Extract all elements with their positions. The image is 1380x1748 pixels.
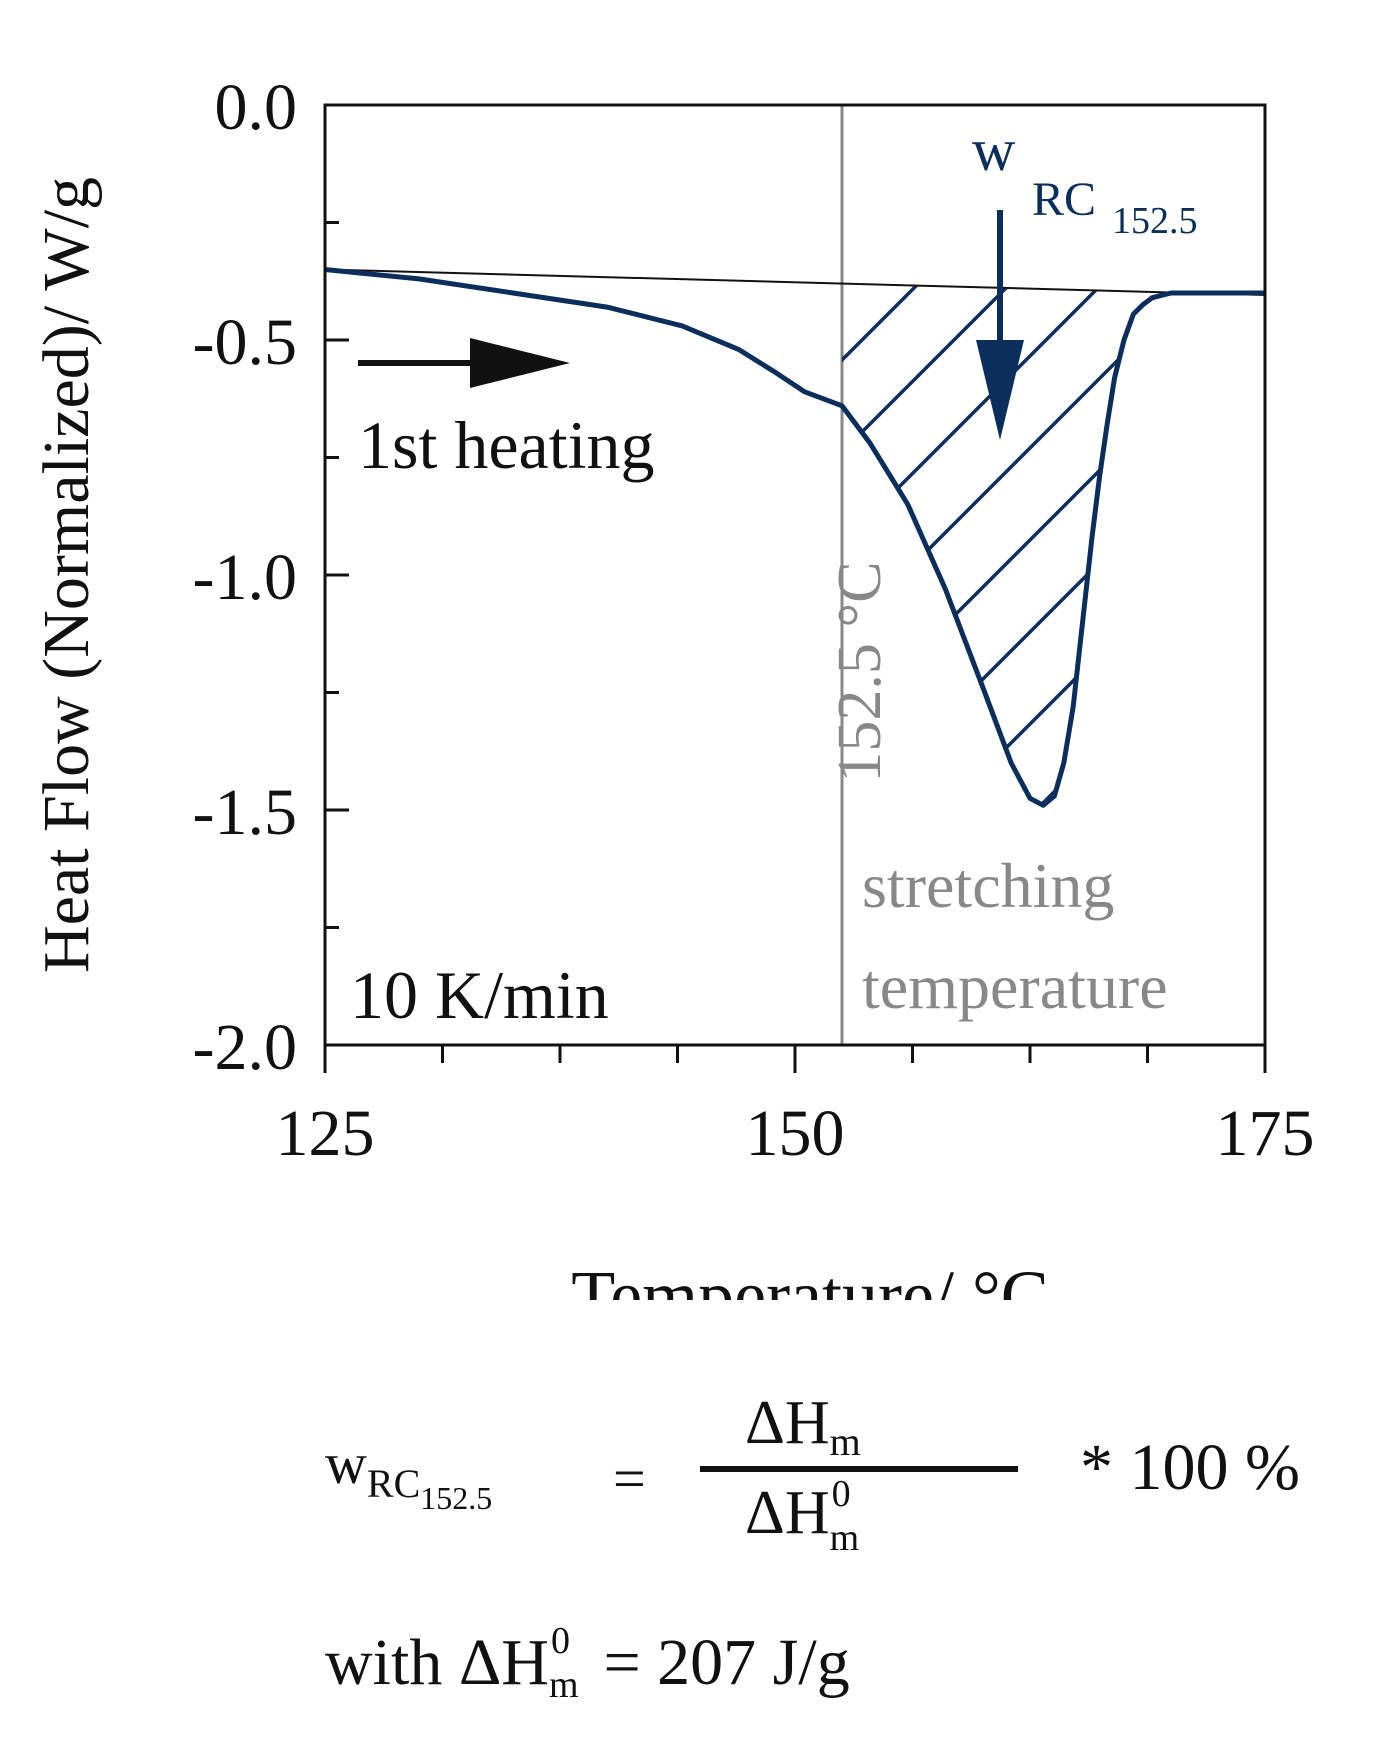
plot-frame [323,103,1267,1047]
formula-with-reference: with ΔH 0 m = 207 J/g [325,1620,850,1706]
hatch-line [0,100,734,1100]
formula-times-100-percent: * 100 % [1080,1431,1300,1504]
hatch-line [842,283,920,806]
hatch-line [842,283,1190,806]
wrc-label-sub: RC [1032,173,1096,226]
stretching-label-line1: stretching [862,850,1114,921]
y-tick-label: -2.0 [193,1011,297,1084]
hatch-line [0,100,826,1100]
stretching-label-line2: temperature [862,951,1168,1022]
hatch-line [842,283,1190,806]
wrc-label-main: w [972,117,1016,183]
formula-fraction-bar [700,1466,1018,1472]
formula-denominator: ΔH 0 m [745,1473,860,1559]
y-tick-label: -0.5 [193,306,297,379]
y-axis-label: Heat Flow (Normalized)/ W/g [30,177,103,973]
wrc-arrow-head [976,340,1024,440]
heat-flow-curve [324,267,1265,808]
hatch-line [842,283,1190,806]
hatch-line [842,283,1190,806]
hatch-line [842,283,1190,806]
y-tick-label: 0.0 [215,71,298,144]
y-tick-label: -1.0 [193,541,297,614]
formula-numerator: ΔHm [745,1389,861,1464]
x-tick-label: 125 [276,1097,375,1170]
stretching-temperature-value: 152.5 °C [826,561,894,782]
chart: 0.0 -0.5 -1.0 -1.5 -2.0 125 150 175 Temperature/… [0,71,1315,1300]
baseline-line [324,268,1266,297]
hatch-line [842,283,1190,806]
y-tick-label: -1.5 [193,776,297,849]
formula-lhs: wRC152.5 [325,1431,493,1516]
x-tick-label: 150 [746,1097,845,1170]
x-axis-label: Temperature/ °C [571,1256,1049,1300]
heating-label: 1st heating [358,407,655,483]
heating-rate-label: 10 K/min [350,957,609,1033]
hatch-line [1020,283,1190,806]
heating-arrow-head [470,338,570,388]
x-tick-label: 175 [1216,1097,1315,1170]
wrc-label-subsub: 152.5 [1112,200,1198,242]
formula-equals: = [613,1446,646,1511]
